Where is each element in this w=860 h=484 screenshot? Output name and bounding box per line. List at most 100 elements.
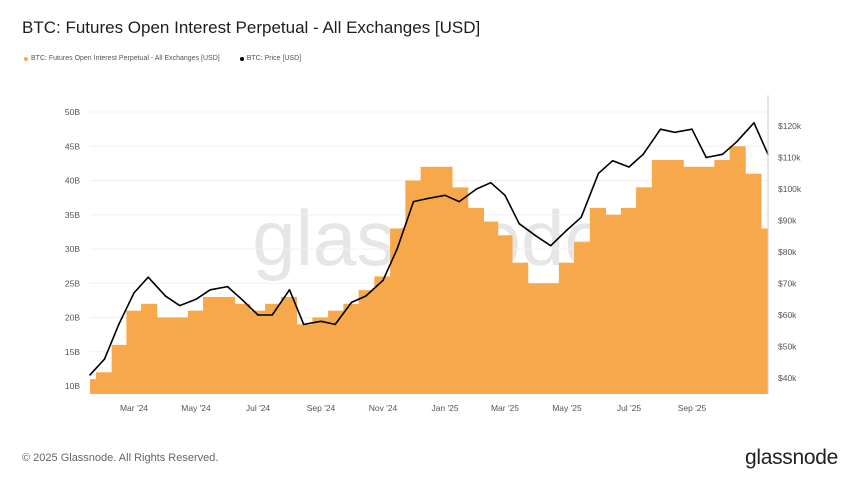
price-point (691, 128, 693, 130)
oi-bar (699, 166, 715, 394)
price-point (117, 323, 120, 326)
price-point (103, 358, 106, 360)
price-point (426, 197, 429, 200)
oi-bar (405, 180, 422, 394)
price-point (209, 289, 212, 291)
price-point (705, 156, 708, 159)
oi-bar (218, 296, 236, 394)
y-right-tick-label: $60k (778, 310, 797, 320)
x-tick-label: May '24 (181, 403, 211, 413)
price-point (195, 298, 197, 301)
price-point (518, 222, 521, 225)
oi-bar (358, 290, 375, 394)
oi-bar (667, 159, 684, 394)
oi-bar (420, 166, 437, 394)
price-point (396, 248, 399, 250)
price-point (628, 166, 630, 168)
oi-bar (156, 317, 174, 394)
price-point (659, 128, 662, 130)
price-point (382, 279, 384, 282)
price-point (566, 229, 568, 231)
x-tick-label: Sep '24 (307, 403, 336, 413)
oi-bar (605, 214, 622, 394)
oi-bar (111, 344, 127, 394)
price-point (334, 323, 337, 326)
oi-bar (265, 303, 282, 394)
y-left-tick-label: 20B (65, 313, 80, 323)
x-tick-label: Jul '25 (617, 403, 642, 413)
price-point (673, 131, 676, 134)
price-point (458, 200, 461, 203)
x-tick-label: Nov '24 (369, 403, 398, 413)
oi-bar (729, 146, 746, 394)
oi-bar (651, 159, 669, 394)
price-point (178, 304, 181, 307)
price-point (475, 188, 478, 190)
price-point (89, 374, 91, 376)
y-right-tick-label: $70k (778, 279, 797, 289)
legend-item-open-interest[interactable]: BTC: Futures Open Interest Perpetual - A… (24, 55, 220, 62)
glassnode-logo: glassnode (744, 446, 838, 469)
price-point (549, 244, 552, 247)
y-left-tick-label: 15B (65, 347, 80, 357)
oi-bar (374, 276, 391, 394)
copyright: © 2025 Glassnode. All Rights Reserved. (22, 452, 219, 464)
y-left-tick-label: 30B (65, 244, 80, 254)
price-point (164, 295, 167, 297)
price-point (721, 153, 724, 156)
x-tick-label: Jan '25 (431, 403, 458, 413)
oi-bar (497, 235, 513, 394)
oi-bar (620, 207, 637, 394)
oi-bar (95, 372, 113, 394)
oi-bar (343, 303, 360, 394)
oi-bar (636, 187, 653, 394)
price-point (350, 301, 353, 304)
legend-item-price[interactable]: BTC: Price [USD] (239, 55, 302, 62)
price-point (444, 194, 446, 197)
oi-bar (761, 228, 769, 394)
price-point (320, 320, 322, 323)
oi-bar (683, 166, 700, 394)
oi-bar (436, 166, 453, 394)
y-left-tick-label: 50B (65, 107, 80, 117)
price-point (257, 314, 259, 316)
oi-bar (296, 324, 313, 394)
price-point (642, 153, 645, 156)
oi-bar (141, 303, 158, 394)
oi-bar (312, 317, 329, 394)
oi-bar (187, 310, 204, 394)
price-point (288, 289, 291, 291)
price-point (226, 285, 229, 288)
y-left-tick-label: 40B (65, 176, 80, 186)
price-point (535, 235, 538, 238)
oi-bar (745, 173, 762, 394)
legend-label: BTC: Price [USD] (246, 55, 302, 62)
y-right-tick-label: $50k (778, 342, 797, 352)
price-point (580, 216, 583, 219)
oi-bar (714, 159, 731, 394)
y-right-tick-label: $120k (778, 121, 802, 131)
price-point (597, 172, 600, 175)
oi-bar (234, 303, 251, 394)
y-right-tick-label: $100k (778, 184, 802, 194)
price-point (735, 140, 738, 143)
oi-bar (172, 317, 189, 394)
price-point (412, 200, 415, 203)
y-left-tick-label: 45B (65, 141, 80, 151)
oi-bar (328, 310, 344, 394)
oi-bar (452, 187, 469, 394)
price-point (504, 194, 506, 197)
oi-bar (90, 379, 97, 394)
x-tick-label: Sep '25 (678, 403, 707, 413)
y-right-tick-label: $90k (778, 216, 797, 226)
oi-bar (512, 262, 529, 394)
price-point (489, 181, 492, 184)
oi-bar (203, 296, 220, 394)
price-point (240, 298, 243, 301)
x-tick-label: May '25 (552, 403, 582, 413)
legend-swatch (24, 56, 28, 61)
legend-swatch (239, 56, 244, 61)
x-tick-label: Mar '24 (120, 403, 148, 413)
oi-bar (467, 207, 485, 394)
